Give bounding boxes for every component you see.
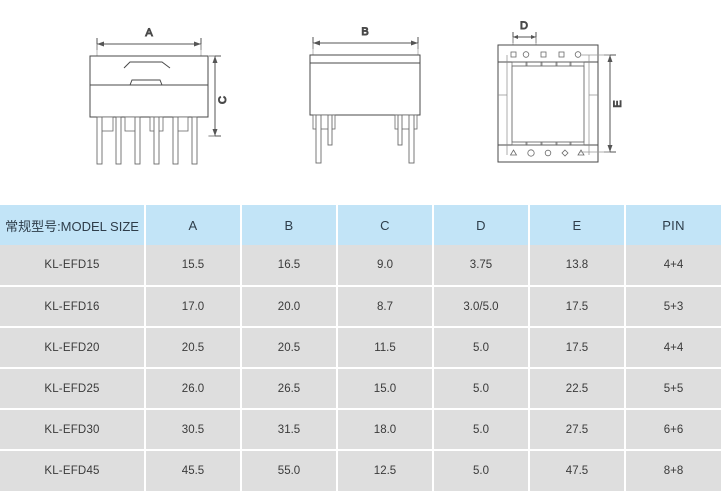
top-view: D (497, 20, 625, 163)
cell-pin: 8+8 (625, 450, 721, 491)
cell-e: 22.5 (529, 368, 626, 410)
cell-pin: 5+3 (625, 286, 721, 328)
table-row: KL-EFD16 17.0 20.0 8.7 3.0/5.0 17.5 5+3 (0, 286, 721, 328)
cell-model: KL-EFD15 (0, 245, 146, 287)
spec-table-container: 常规型号:MODEL SIZE A B C D E PIN KL-EFD15 1… (0, 205, 721, 491)
table-header: 常规型号:MODEL SIZE A B C D E PIN (0, 205, 721, 245)
cell-a: 20.5 (145, 327, 242, 369)
table-row: KL-EFD25 26.0 26.5 15.0 5.0 22.5 5+5 (0, 368, 721, 410)
front-view-pins (96, 116, 198, 165)
side-view-pins (315, 114, 415, 164)
cell-c: 8.7 (337, 286, 434, 328)
top-view-notches-lower (511, 142, 585, 146)
column-header-e: E (529, 205, 626, 245)
cell-d: 5.0 (433, 368, 530, 410)
top-view-pin-holes-upper (510, 51, 582, 58)
cell-e: 27.5 (529, 409, 626, 451)
cell-a: 26.0 (145, 368, 242, 410)
dimension-label-c: C (217, 96, 229, 104)
dimension-label-a: A (145, 27, 153, 39)
cell-e: 17.5 (529, 327, 626, 369)
cell-model: KL-EFD20 (0, 327, 146, 369)
cell-b: 26.5 (241, 368, 338, 410)
column-header-pin: PIN (625, 205, 721, 245)
cell-b: 31.5 (241, 409, 338, 451)
dimension-label-b: B (361, 26, 368, 38)
cell-model: KL-EFD25 (0, 368, 146, 410)
table-row: KL-EFD15 15.5 16.5 9.0 3.75 13.8 4+4 (0, 245, 721, 287)
dimension-line-a (96, 38, 202, 56)
cell-pin: 6+6 (625, 409, 721, 451)
dimension-label-e: E (612, 100, 624, 107)
dimension-line-b (312, 37, 419, 55)
cell-c: 15.0 (337, 368, 434, 410)
table-row: KL-EFD20 20.5 20.5 11.5 5.0 17.5 4+4 (0, 327, 721, 369)
dimension-line-e (580, 54, 616, 153)
cell-pin: 5+5 (625, 368, 721, 410)
dimension-label-d: D (520, 20, 528, 32)
cell-e: 17.5 (529, 286, 626, 328)
cell-a: 45.5 (145, 450, 242, 491)
table-body: KL-EFD15 15.5 16.5 9.0 3.75 13.8 4+4 KL-… (0, 245, 721, 491)
table-header-row: 常规型号:MODEL SIZE A B C D E PIN (0, 205, 721, 245)
cell-d: 3.75 (433, 245, 530, 287)
cell-b: 20.5 (241, 327, 338, 369)
cell-model: KL-EFD45 (0, 450, 146, 491)
cell-pin: 4+4 (625, 245, 721, 287)
cell-d: 5.0 (433, 409, 530, 451)
cell-pin: 4+4 (625, 327, 721, 369)
model-size-table: 常规型号:MODEL SIZE A B C D E PIN KL-EFD15 1… (0, 205, 721, 491)
column-header-model: 常规型号:MODEL SIZE (0, 205, 146, 245)
cell-c: 9.0 (337, 245, 434, 287)
cell-b: 16.5 (241, 245, 338, 287)
column-header-b: B (241, 205, 338, 245)
cell-c: 12.5 (337, 450, 434, 491)
column-header-c: C (337, 205, 434, 245)
cell-e: 47.5 (529, 450, 626, 491)
technical-drawings: A (0, 0, 721, 200)
front-view: A (89, 27, 230, 165)
top-view-notches-upper (511, 61, 585, 66)
cell-model: KL-EFD30 (0, 409, 146, 451)
cell-a: 15.5 (145, 245, 242, 287)
side-view: B (309, 26, 421, 164)
cell-e: 13.8 (529, 245, 626, 287)
cell-b: 20.0 (241, 286, 338, 328)
cell-d: 3.0/5.0 (433, 286, 530, 328)
cell-c: 11.5 (337, 327, 434, 369)
cell-model: KL-EFD16 (0, 286, 146, 328)
drawings-svg: A (89, 20, 625, 165)
cell-a: 30.5 (145, 409, 242, 451)
cell-d: 5.0 (433, 450, 530, 491)
cell-c: 18.0 (337, 409, 434, 451)
top-view-pin-holes-lower (509, 149, 585, 157)
cell-d: 5.0 (433, 327, 530, 369)
cell-b: 55.0 (241, 450, 338, 491)
column-header-d: D (433, 205, 530, 245)
column-header-a: A (145, 205, 242, 245)
table-row: KL-EFD45 45.5 55.0 12.5 5.0 47.5 8+8 (0, 450, 721, 491)
dimension-line-c (208, 55, 221, 137)
cell-a: 17.0 (145, 286, 242, 328)
table-row: KL-EFD30 30.5 31.5 18.0 5.0 27.5 6+6 (0, 409, 721, 451)
